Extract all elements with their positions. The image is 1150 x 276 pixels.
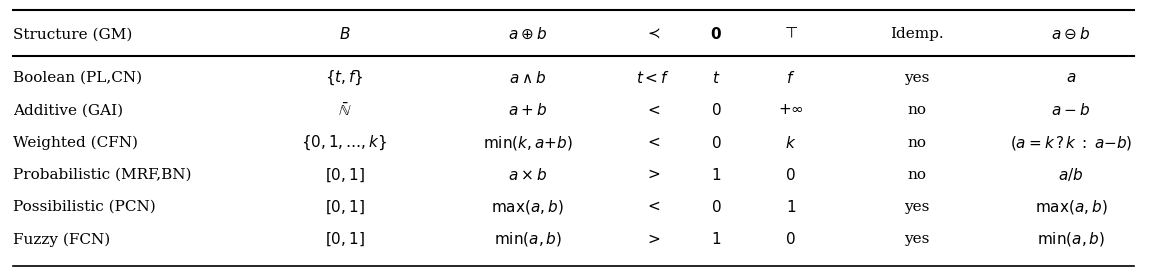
Text: no: no [907,168,926,182]
Text: $\mathbf{0}$: $\mathbf{0}$ [711,26,722,42]
Text: $a \times b$: $a \times b$ [508,167,547,183]
Text: $<$: $<$ [645,200,661,214]
Text: $\min(a, b)$: $\min(a, b)$ [1037,230,1105,248]
Text: $[0, 1]$: $[0, 1]$ [324,166,365,184]
Text: $+\infty$: $+\infty$ [777,103,804,117]
Text: $a + b$: $a + b$ [508,102,547,118]
Text: $1$: $1$ [711,167,721,183]
Text: $t$: $t$ [712,70,721,86]
Text: no: no [907,136,926,150]
Text: $0$: $0$ [785,167,796,183]
Text: $\min(a, b)$: $\min(a, b)$ [493,230,561,248]
Text: Weighted (CFN): Weighted (CFN) [13,136,138,150]
Text: Idemp.: Idemp. [890,27,943,41]
Text: $a \wedge b$: $a \wedge b$ [509,70,546,86]
Text: $[0, 1]$: $[0, 1]$ [324,198,365,216]
Text: $t < f$: $t < f$ [636,70,670,86]
Text: no: no [907,103,926,117]
Text: $>$: $>$ [645,232,661,246]
Text: Structure (GM): Structure (GM) [13,27,132,41]
Text: $1$: $1$ [785,199,796,215]
Text: $[0, 1]$: $[0, 1]$ [324,231,365,248]
Text: $B$: $B$ [339,26,351,42]
Text: Additive (GAI): Additive (GAI) [13,103,123,117]
Text: $\{t, f\}$: $\{t, f\}$ [325,69,363,87]
Text: Probabilistic (MRF,BN): Probabilistic (MRF,BN) [13,168,191,182]
Text: $f$: $f$ [787,70,796,86]
Text: $1$: $1$ [711,231,721,247]
Text: $a \oplus b$: $a \oplus b$ [508,26,547,42]
Text: $a - b$: $a - b$ [1051,102,1090,118]
Text: $<$: $<$ [645,136,661,150]
Text: $a$: $a$ [1066,71,1076,85]
Text: $\max(a, b)$: $\max(a, b)$ [1035,198,1107,216]
Text: yes: yes [904,71,929,85]
Text: $a/b$: $a/b$ [1058,166,1083,183]
Text: Possibilistic (PCN): Possibilistic (PCN) [13,200,155,214]
Text: $(a{=}k\,?\,k\;:\;a{-}b)$: $(a{=}k\,?\,k\;:\;a{-}b)$ [1010,134,1133,152]
Text: $0$: $0$ [711,102,722,118]
Text: $\{0, 1, \ldots, k\}$: $\{0, 1, \ldots, k\}$ [301,133,388,152]
Text: $a \ominus b$: $a \ominus b$ [1051,26,1090,42]
Text: Boolean (PL,CN): Boolean (PL,CN) [13,71,141,85]
Text: yes: yes [904,232,929,246]
Text: $\bar{\mathbb{N}}$: $\bar{\mathbb{N}}$ [338,102,352,119]
Text: $\min(k, a{+}b)$: $\min(k, a{+}b)$ [483,134,573,152]
Text: $>$: $>$ [645,168,661,182]
Text: $\prec$: $\prec$ [645,27,661,41]
Text: $0$: $0$ [711,135,722,151]
Text: $k$: $k$ [785,135,796,151]
Text: $0$: $0$ [711,199,722,215]
Text: Fuzzy (FCN): Fuzzy (FCN) [13,232,110,246]
Text: yes: yes [904,200,929,214]
Text: $\top$: $\top$ [782,27,799,41]
Text: $<$: $<$ [645,103,661,117]
Text: $\max(a, b)$: $\max(a, b)$ [491,198,564,216]
Text: $0$: $0$ [785,231,796,247]
